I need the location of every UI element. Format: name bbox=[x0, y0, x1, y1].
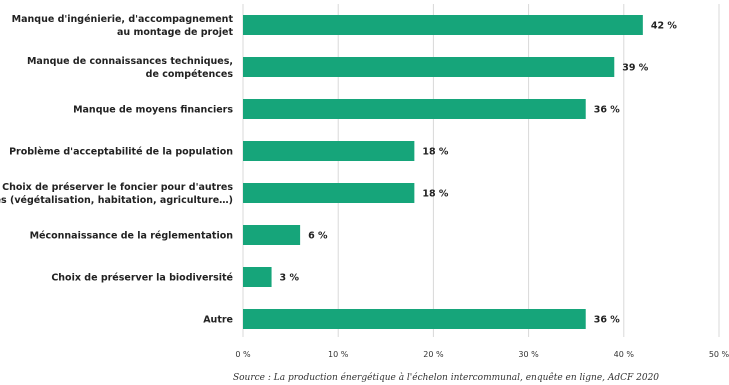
value-labels: 42 % 39 % 36 % 18 % 18 % 6 % 3 % 36 % bbox=[280, 21, 678, 326]
category-label: Manque d'ingénierie, d'accompagnement bbox=[12, 14, 234, 25]
bars bbox=[243, 15, 643, 329]
value-label: 3 % bbox=[280, 273, 300, 284]
value-label: 18 % bbox=[422, 147, 449, 158]
bar bbox=[243, 99, 586, 119]
value-label: 36 % bbox=[594, 315, 621, 326]
bar bbox=[243, 183, 415, 203]
value-label: 6 % bbox=[308, 231, 328, 242]
category-label: Méconnaissance de la réglementation bbox=[30, 231, 234, 242]
bar bbox=[243, 15, 643, 35]
category-labels: Manque d'ingénierie, d'accompagnement au … bbox=[0, 14, 233, 326]
x-tick-label: 30 % bbox=[518, 350, 539, 359]
x-tick-label: 20 % bbox=[423, 350, 444, 359]
source-note: Source : La production énergétique à l'é… bbox=[233, 372, 659, 383]
x-axis-ticks: 0 % 10 % 20 % 30 % 40 % 50 % bbox=[235, 350, 729, 359]
category-label: Autre bbox=[203, 315, 233, 326]
category-label: usages (végétalisation, habitation, agri… bbox=[0, 195, 233, 206]
category-label: Choix de préserver le foncier pour d'aut… bbox=[2, 182, 233, 193]
category-label: au montage de projet bbox=[117, 27, 233, 38]
x-tick-label: 40 % bbox=[614, 350, 635, 359]
x-tick-label: 0 % bbox=[235, 350, 251, 359]
category-label: Choix de préserver la biodiversité bbox=[51, 273, 233, 284]
category-label: Manque de moyens financiers bbox=[73, 105, 233, 116]
bar bbox=[243, 309, 586, 329]
bar bbox=[243, 225, 301, 245]
bar bbox=[243, 57, 615, 77]
gridlines bbox=[242, 4, 720, 337]
value-label: 18 % bbox=[422, 189, 449, 200]
bar bbox=[243, 267, 272, 287]
category-label: de compétences bbox=[146, 69, 234, 80]
bar bbox=[243, 141, 415, 161]
value-label: 39 % bbox=[622, 63, 649, 74]
category-label: Manque de connaissances techniques, bbox=[27, 56, 233, 67]
x-tick-label: 50 % bbox=[709, 350, 729, 359]
x-tick-label: 10 % bbox=[328, 350, 349, 359]
value-label: 36 % bbox=[594, 105, 621, 116]
category-label: Problème d'acceptabilité de la populatio… bbox=[9, 147, 233, 158]
value-label: 42 % bbox=[651, 21, 678, 32]
